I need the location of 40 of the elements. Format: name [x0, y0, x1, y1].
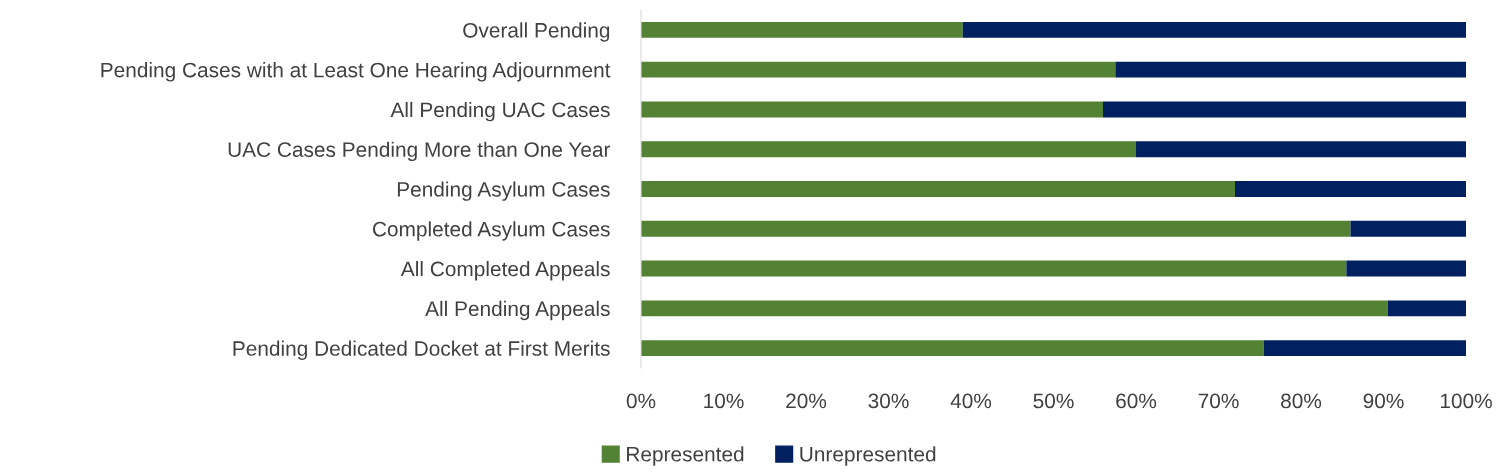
x-tick-label: 0% [626, 393, 656, 409]
bar [641, 101, 1103, 118]
bar [1387, 300, 1466, 317]
y-tick-label: All Pending Appeals [425, 300, 610, 321]
bar [641, 181, 1235, 197]
x-tick-label: 60% [1116, 393, 1157, 409]
bar [641, 220, 1351, 237]
y-tick-label: Overall Pending [463, 22, 610, 42]
legend-label: Represented [627, 446, 744, 466]
y-tick-label: Pending Cases with at Least One Hearing Adjournment [101, 62, 611, 82]
legend-label: Unrepresented [800, 446, 936, 466]
bar [1346, 260, 1466, 277]
bar [1350, 220, 1466, 237]
x-tick-label: 50% [1033, 393, 1074, 409]
bar [1263, 340, 1466, 357]
bar [641, 21, 963, 38]
x-tick-label: 20% [786, 393, 827, 409]
x-tick-label: 40% [950, 393, 992, 409]
x-tick-label: 100% [1440, 393, 1492, 409]
y-tick-label: All Completed Appeals [400, 261, 610, 281]
bar [641, 260, 1347, 277]
y-tick-label: Pending Asylum Cases [397, 181, 610, 201]
bar [1235, 181, 1466, 197]
bar [641, 61, 1116, 78]
bar [641, 141, 1136, 158]
bar [641, 340, 1264, 357]
y-tick-label: Completed Asylum Cases [372, 221, 610, 241]
bar [1136, 141, 1466, 158]
x-tick-label: 30% [868, 393, 909, 409]
x-tick-label: 80% [1281, 393, 1322, 409]
x-tick-label: 70% [1198, 393, 1239, 409]
bar [1115, 61, 1466, 78]
x-tick-label: 10% [704, 393, 744, 409]
bar [1103, 101, 1466, 118]
bar [962, 21, 1466, 38]
y-tick-label: Pending Dedicated Docket at First Merits [233, 340, 610, 360]
y-tick-label: UAC Cases Pending More than One Year [228, 141, 611, 162]
bar [641, 300, 1388, 317]
x-tick-label: 90% [1363, 393, 1404, 409]
y-tick-label: All Pending UAC Cases [390, 101, 610, 122]
